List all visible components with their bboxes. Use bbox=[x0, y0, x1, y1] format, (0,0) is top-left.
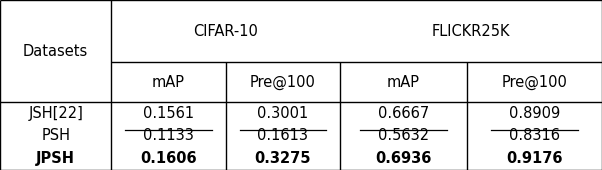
Text: PSH: PSH bbox=[41, 129, 70, 143]
Text: 0.6936: 0.6936 bbox=[375, 151, 432, 166]
Text: 0.3275: 0.3275 bbox=[255, 151, 311, 166]
Text: mAP: mAP bbox=[387, 74, 420, 90]
Text: 0.1133: 0.1133 bbox=[143, 129, 194, 143]
Text: Datasets: Datasets bbox=[23, 44, 88, 58]
Text: CIFAR-10: CIFAR-10 bbox=[193, 23, 258, 39]
Text: JSH[22]: JSH[22] bbox=[28, 106, 83, 121]
Text: 0.8909: 0.8909 bbox=[509, 106, 560, 121]
Text: 0.1613: 0.1613 bbox=[258, 129, 308, 143]
Text: 0.5632: 0.5632 bbox=[378, 129, 429, 143]
Text: 0.6667: 0.6667 bbox=[377, 106, 429, 121]
Text: mAP: mAP bbox=[152, 74, 185, 90]
Text: 0.3001: 0.3001 bbox=[257, 106, 309, 121]
Text: 0.1561: 0.1561 bbox=[143, 106, 194, 121]
Text: 0.8316: 0.8316 bbox=[509, 129, 560, 143]
Text: 0.9176: 0.9176 bbox=[506, 151, 562, 166]
Text: JPSH: JPSH bbox=[36, 151, 75, 166]
Text: 0.1606: 0.1606 bbox=[140, 151, 197, 166]
Text: FLICKR25K: FLICKR25K bbox=[432, 23, 510, 39]
Text: Pre@100: Pre@100 bbox=[501, 74, 567, 90]
Text: Pre@100: Pre@100 bbox=[250, 74, 316, 90]
